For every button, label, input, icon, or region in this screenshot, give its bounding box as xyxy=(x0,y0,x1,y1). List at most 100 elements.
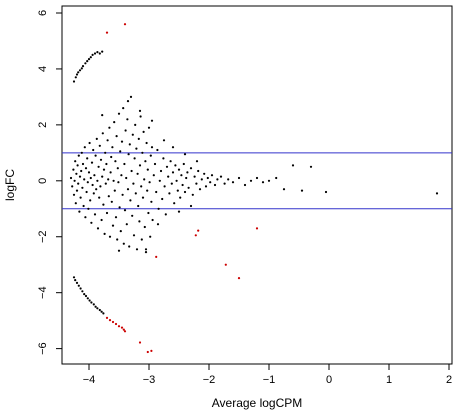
point xyxy=(102,168,106,171)
point xyxy=(135,147,138,150)
point xyxy=(219,175,223,178)
point xyxy=(73,179,76,182)
point xyxy=(92,192,95,195)
point xyxy=(83,293,86,296)
point xyxy=(237,277,241,280)
point xyxy=(183,153,187,156)
point xyxy=(134,123,137,126)
point xyxy=(86,181,89,184)
y-tick-label: 4 xyxy=(37,66,49,72)
point xyxy=(155,190,158,194)
point xyxy=(76,164,79,167)
point xyxy=(150,119,154,122)
point xyxy=(120,326,124,329)
point xyxy=(176,189,179,192)
point xyxy=(111,146,114,149)
point xyxy=(103,232,106,235)
point xyxy=(187,186,190,189)
point xyxy=(180,174,183,177)
point xyxy=(139,115,142,118)
point xyxy=(143,225,146,229)
point xyxy=(162,157,165,160)
point xyxy=(195,182,198,185)
point xyxy=(75,189,79,192)
x-axis: −4 −3 −2 −1 0 1 2 xyxy=(83,364,452,386)
point xyxy=(143,178,146,181)
point xyxy=(141,151,144,154)
point xyxy=(123,209,127,212)
point xyxy=(122,328,125,331)
point xyxy=(300,189,304,192)
point xyxy=(159,169,163,173)
point xyxy=(182,162,185,166)
point xyxy=(101,132,104,135)
point xyxy=(101,50,104,53)
point xyxy=(86,297,89,300)
point xyxy=(216,178,219,181)
point xyxy=(78,69,82,72)
point xyxy=(110,200,113,203)
point xyxy=(84,167,88,170)
point xyxy=(123,330,127,333)
point xyxy=(101,175,104,178)
point xyxy=(309,165,313,168)
point xyxy=(79,287,82,290)
point xyxy=(94,305,97,308)
point xyxy=(243,183,247,187)
point xyxy=(110,155,113,159)
point xyxy=(138,341,142,344)
point xyxy=(195,160,199,163)
point xyxy=(158,179,161,182)
point xyxy=(91,53,94,57)
point xyxy=(117,325,121,328)
point xyxy=(140,238,143,241)
point xyxy=(74,76,77,79)
point xyxy=(147,126,151,129)
point xyxy=(84,62,87,65)
point xyxy=(104,182,107,185)
point xyxy=(194,234,197,237)
point xyxy=(134,192,137,195)
point xyxy=(109,171,112,174)
point xyxy=(97,165,100,168)
point xyxy=(72,193,76,196)
point xyxy=(114,322,118,326)
x-tick-label: 0 xyxy=(326,374,332,386)
y-tick-label: −4 xyxy=(37,286,49,299)
point xyxy=(75,172,78,175)
point xyxy=(78,210,81,213)
point xyxy=(79,196,82,199)
point xyxy=(267,179,271,182)
point xyxy=(108,319,112,322)
point xyxy=(210,174,214,177)
point xyxy=(150,200,153,203)
point xyxy=(123,162,126,166)
point xyxy=(99,185,102,188)
point xyxy=(81,65,85,68)
point xyxy=(87,207,90,210)
point xyxy=(102,203,105,206)
point xyxy=(185,176,188,180)
point xyxy=(138,164,142,167)
y-axis-title: logFC xyxy=(3,169,17,201)
point xyxy=(146,168,149,171)
point xyxy=(150,146,154,149)
point xyxy=(148,181,151,184)
point xyxy=(98,52,101,55)
point xyxy=(123,23,127,26)
point xyxy=(128,245,131,248)
point xyxy=(105,31,109,34)
point xyxy=(95,188,98,191)
point xyxy=(91,183,94,187)
point xyxy=(96,307,99,310)
point xyxy=(92,148,95,152)
point xyxy=(189,204,193,208)
point xyxy=(155,255,158,258)
point xyxy=(223,182,226,185)
point xyxy=(177,168,181,171)
point xyxy=(75,73,79,76)
point xyxy=(255,227,259,230)
point xyxy=(117,112,121,115)
point xyxy=(193,175,196,178)
point xyxy=(77,71,80,74)
